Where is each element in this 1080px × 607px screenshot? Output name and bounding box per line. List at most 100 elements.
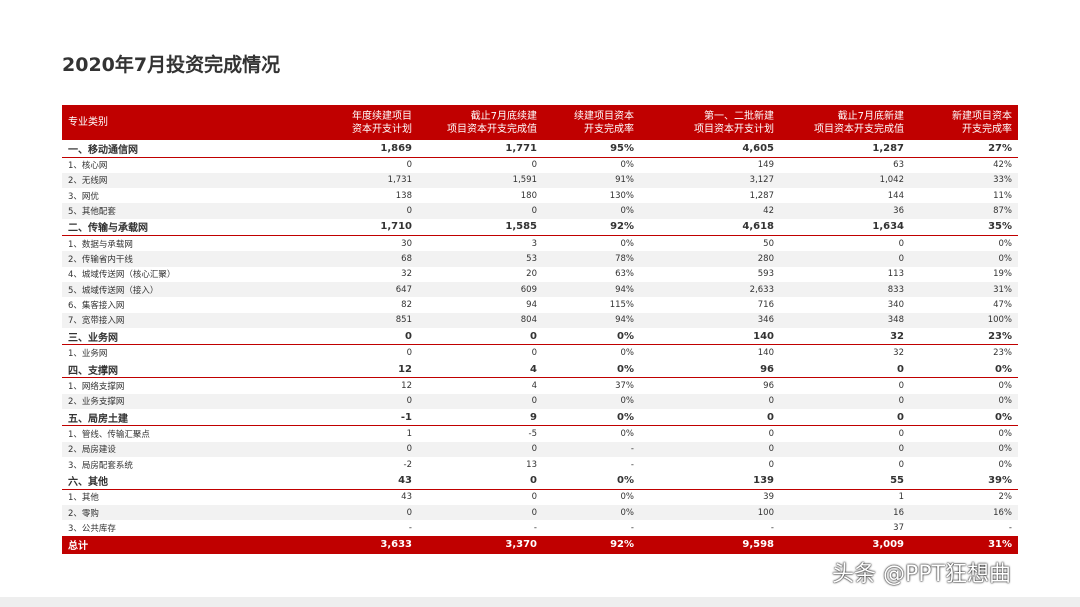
item-row: 1、数据与承载网 30 3 0% 50 0 0% — [62, 236, 1018, 252]
cell: 144 — [887, 190, 904, 201]
watermark: 头条 @PPT狂想曲 — [832, 562, 1011, 587]
cell: 180 — [520, 190, 537, 201]
cell: 39% — [910, 472, 1018, 490]
cell: 0 — [768, 429, 774, 439]
cell: 0% — [910, 360, 1018, 379]
cell: 0 — [780, 360, 910, 379]
cell: 5、城域传送网（接入） — [62, 282, 300, 298]
cell: 2% — [998, 492, 1013, 503]
cell: 23% — [993, 348, 1012, 359]
cell: - — [533, 522, 537, 533]
group-row: 五、局房土建 -1 9 0% 0 0 0% — [62, 408, 1018, 427]
cell: -5 — [528, 429, 537, 439]
cell: -1 — [300, 408, 418, 427]
cell: 0% — [998, 459, 1013, 470]
cell: 1,591 — [418, 172, 543, 189]
total-row: 总计 3,633 3,370 92% 9,598 3,009 31% — [62, 535, 1018, 554]
cell: 2、局房建设 — [62, 441, 300, 457]
cell: 0% — [543, 203, 640, 219]
cell: 42% — [993, 160, 1012, 171]
cell: 53 — [418, 251, 543, 267]
group-row: 二、传输与承载网 1,710 1,585 92% 4,618 1,634 35% — [62, 218, 1018, 237]
cell: 43 — [401, 492, 412, 503]
cell: 0 — [300, 327, 418, 346]
cell: 94 — [526, 300, 537, 311]
item-row: 2、局房建设 0 0-0 0 0% — [62, 441, 1018, 457]
cell: - — [630, 459, 634, 470]
cell: 31% — [910, 282, 1018, 298]
cell: 609 — [418, 282, 543, 298]
cell: 0% — [543, 408, 640, 427]
cell: 3,633 — [300, 535, 418, 554]
item-row: 1、其他 43 0 0% 39 1 2% — [62, 489, 1018, 505]
cell: 2、传输省内干线 — [62, 251, 300, 267]
header-row: 专业类别 年度续建项目 资本开支计划 截止7月底续建 项目资本开支完成值 续建项目资本… — [62, 105, 1018, 140]
cell: 0% — [910, 251, 1018, 267]
cell: 92% — [543, 535, 640, 554]
cell: 4 — [418, 360, 543, 379]
cell: 四、支撑网 — [62, 360, 300, 379]
cell: 0% — [620, 160, 635, 171]
cell: 0 — [531, 492, 537, 503]
cell: 0 — [418, 327, 543, 346]
cell: 593 — [757, 269, 774, 280]
cell: 0% — [998, 238, 1013, 249]
item-row: 3、网优 138 180 130% 1,287 144 11% — [62, 188, 1018, 203]
cell: 1、核心网 — [68, 161, 108, 172]
cell: 11% — [993, 190, 1012, 201]
header-cell: 截止7月底新建 项目资本开支完成值 — [780, 105, 910, 140]
cell: 9,598 — [640, 535, 780, 554]
cell: 总计 — [62, 535, 300, 554]
cell: 19% — [993, 269, 1012, 280]
item-row: 5、城域传送网（接入） 647 609 94% 2,633 833 31% — [62, 282, 1018, 298]
group-row: 六、其他 43 0 0% 139 55 39% — [62, 472, 1018, 490]
cell: 91% — [543, 172, 640, 189]
cell: 0% — [620, 348, 635, 359]
cell: 0 — [300, 393, 418, 409]
cell: 0 — [418, 393, 543, 409]
cell: 12 — [300, 360, 418, 379]
cell: 140 — [640, 327, 780, 346]
cell: 0 — [531, 160, 537, 171]
cell: 0% — [620, 238, 635, 249]
cell: - — [408, 522, 412, 533]
group-row: 一、移动通信网 1,869 1,771 95% 4,605 1,287 27% — [62, 140, 1018, 158]
cell: 0 — [300, 203, 418, 219]
cell: 0% — [998, 429, 1013, 439]
cell: 346 — [640, 312, 780, 328]
item-row: 1、网络支撑网 12 4 37% 96 0 0% — [62, 378, 1018, 394]
cell: 43 — [300, 472, 418, 490]
cell: 0% — [543, 505, 640, 521]
cell: 2,633 — [640, 282, 780, 298]
item-row: 1、核心网 0 0 0% 149 63 42% — [62, 157, 1018, 173]
cell: 115% — [609, 300, 634, 311]
cell: 1,585 — [418, 218, 543, 237]
cell: 0 — [640, 408, 780, 427]
item-row: 4、城域传送网（核心汇聚） 32 20 63% 593 113 19% — [62, 267, 1018, 282]
page-title: 2020年7月投资完成情况 — [62, 54, 281, 76]
group-row: 三、业务网 0 0 0% 140 32 23% — [62, 327, 1018, 346]
cell: 2、无线网 — [62, 172, 300, 189]
cell: 100 — [640, 505, 780, 521]
cell: 0% — [620, 429, 635, 439]
cell: 138 — [395, 190, 412, 201]
cell: 7、宽带接入网 — [62, 312, 300, 328]
item-row: 2、无线网 1,731 1,591 91% 3,127 1,042 33% — [62, 172, 1018, 189]
cell: 30 — [401, 238, 412, 249]
cell: 9 — [418, 408, 543, 427]
cell: - — [543, 441, 640, 457]
cell: 0 — [640, 393, 780, 409]
cell: 5、其他配套 — [62, 203, 300, 219]
footer-bar — [0, 597, 1080, 607]
cell: 1、管线、传输汇聚点 — [68, 430, 150, 440]
cell: 0 — [406, 348, 412, 359]
cell: 1,042 — [780, 172, 910, 189]
cell: 50 — [763, 238, 774, 249]
cell: 二、传输与承载网 — [62, 218, 300, 237]
cell: 804 — [418, 312, 543, 328]
cell: 1,287 — [780, 140, 910, 158]
cell: 3,127 — [640, 172, 780, 189]
cell: 130% — [609, 190, 634, 201]
cell: 37% — [615, 380, 634, 391]
cell: 2、零购 — [62, 505, 300, 521]
